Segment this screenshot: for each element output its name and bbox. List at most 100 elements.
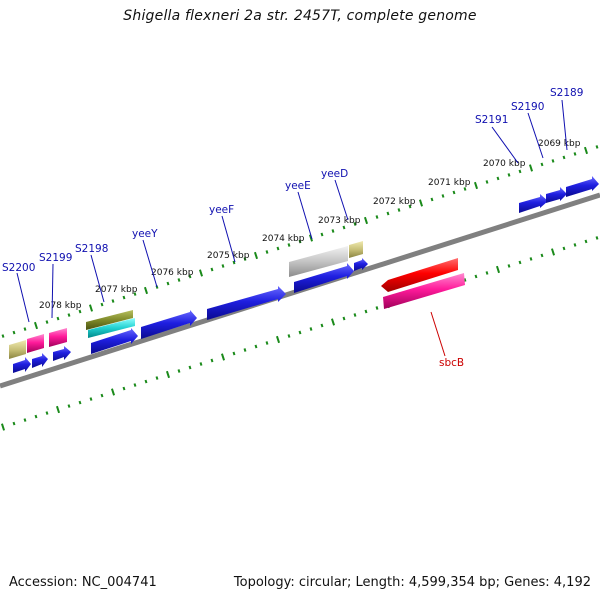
tick-mark	[495, 265, 501, 274]
tick-mark	[254, 344, 258, 349]
tick-mark	[551, 159, 555, 163]
tick-mark	[67, 313, 71, 317]
tick-mark	[353, 313, 357, 317]
tick-mark	[375, 215, 379, 219]
tick-mark	[143, 286, 149, 295]
tick-mark	[56, 316, 60, 321]
tick-mark	[308, 234, 314, 242]
kbp-label: 2074 kbp	[262, 234, 305, 244]
kbp-label: 2077 kbp	[95, 285, 138, 295]
kbp-label: 2070 kbp	[483, 159, 526, 169]
tick-mark	[243, 348, 247, 352]
tick-mark	[34, 414, 38, 419]
tick-mark	[298, 239, 302, 244]
tick-mark	[309, 327, 313, 331]
tick-mark	[78, 400, 82, 405]
tick-mark	[78, 309, 82, 314]
tick-mark	[386, 211, 390, 216]
gene-feature[interactable]	[566, 176, 599, 197]
gene-label[interactable]: yeeE	[285, 180, 311, 192]
tick-mark	[320, 232, 324, 237]
gene-label[interactable]: S2200	[2, 262, 35, 274]
tick-mark	[473, 181, 479, 190]
tick-mark	[232, 351, 236, 356]
gene-feature[interactable]	[381, 258, 458, 292]
kbp-label: 2078 kbp	[39, 301, 82, 311]
gene-feature[interactable]	[13, 357, 31, 373]
tick-mark	[89, 397, 93, 401]
tick-mark	[165, 370, 171, 379]
tick-mark	[220, 353, 226, 361]
gene-label[interactable]: yeeF	[209, 204, 234, 216]
gene-feature[interactable]	[9, 340, 26, 359]
gene-label[interactable]: S2191	[475, 114, 508, 126]
gene-feature[interactable]	[349, 241, 363, 258]
tick-mark	[275, 335, 281, 344]
gene-label[interactable]: S2189	[550, 87, 583, 99]
gene-feature[interactable]	[27, 334, 44, 353]
tick-mark	[287, 334, 291, 338]
tick-mark	[540, 162, 544, 167]
gene-feature[interactable]	[519, 194, 548, 213]
gene-feature[interactable]	[86, 310, 133, 330]
lower-strand-features	[381, 258, 465, 309]
tick-mark	[12, 330, 16, 335]
gene-feature[interactable]	[546, 187, 567, 203]
tick-mark	[12, 421, 16, 426]
tick-mark	[320, 323, 324, 328]
gene-feature[interactable]	[207, 286, 286, 320]
tick-mark	[133, 292, 137, 296]
tick-mark	[144, 379, 148, 384]
gene-feature[interactable]	[88, 318, 135, 338]
tick-mark	[265, 341, 269, 345]
gene-feature[interactable]	[49, 328, 67, 347]
gene-label[interactable]: yeeD	[321, 168, 348, 180]
tick-mark	[298, 330, 302, 335]
tick-mark	[573, 152, 577, 156]
tick-track-upper	[1, 145, 599, 338]
tick-mark	[540, 253, 544, 258]
tick-mark	[573, 243, 577, 247]
tick-mark	[550, 248, 556, 256]
kbp-label: 2075 kbp	[207, 251, 250, 261]
tick-mark	[518, 260, 522, 265]
tick-mark	[210, 267, 214, 272]
gene-feature[interactable]	[289, 246, 348, 277]
gene-label[interactable]: S2190	[511, 101, 544, 113]
tick-mark	[330, 318, 336, 326]
gene-label[interactable]: S2199	[39, 252, 72, 264]
gene-label[interactable]: S2198	[75, 243, 108, 255]
tick-mark	[529, 257, 533, 261]
tick-mark	[430, 197, 434, 202]
tick-mark	[265, 250, 269, 254]
gene-feature[interactable]	[32, 353, 48, 368]
gene-feature[interactable]	[91, 328, 138, 354]
tick-mark	[485, 271, 489, 275]
tick-mark	[353, 222, 357, 226]
tick-mark	[188, 274, 192, 279]
tick-mark	[111, 299, 115, 303]
tick-mark	[562, 155, 566, 160]
tick-mark	[210, 358, 214, 363]
tick-mark	[155, 376, 159, 380]
gene-feature[interactable]	[383, 273, 465, 309]
tick-mark	[441, 194, 445, 198]
tick-mark	[23, 327, 27, 331]
tick-mark	[45, 411, 49, 415]
tick-mark	[397, 208, 401, 212]
tick-mark	[584, 239, 588, 244]
tick-mark	[232, 260, 236, 265]
tick-mark	[562, 246, 566, 251]
tick-mark	[375, 306, 379, 310]
gene-feature[interactable]	[294, 263, 354, 293]
gene-label[interactable]: sbcB	[439, 357, 464, 369]
gene-feature[interactable]	[141, 310, 197, 339]
tick-mark	[1, 334, 5, 338]
gene-label[interactable]: yeeY	[132, 228, 158, 240]
tick-mark	[485, 180, 489, 184]
tick-mark	[276, 246, 280, 251]
gene-feature[interactable]	[53, 346, 71, 361]
tick-mark	[507, 173, 511, 177]
tick-mark	[507, 264, 511, 268]
gene-feature[interactable]	[354, 258, 368, 271]
